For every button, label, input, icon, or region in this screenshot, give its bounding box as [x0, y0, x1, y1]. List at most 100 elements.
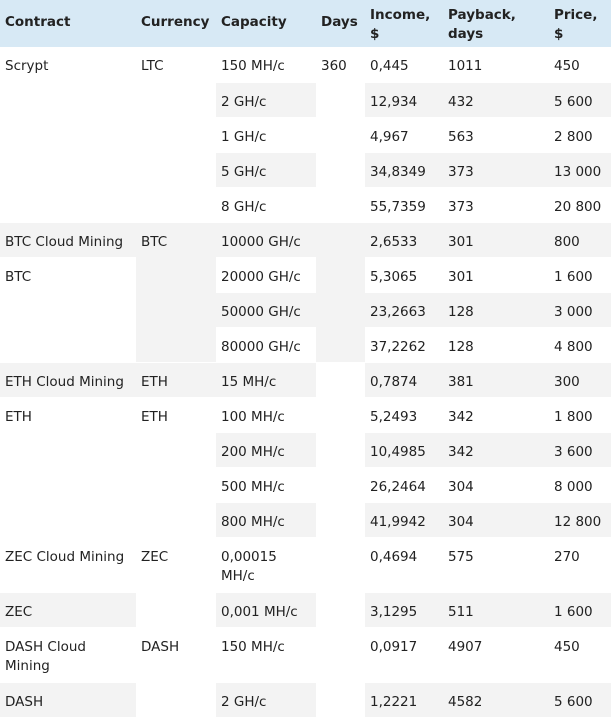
- cell-capacity: 10000 GH/c: [216, 222, 316, 258]
- cell-capacity: 50000 GH/c: [216, 292, 316, 328]
- cell-price: 8 000: [549, 467, 611, 503]
- cell-currency: ETH: [136, 397, 216, 538]
- table-row: DASH 2 GH/c 1,2221 4582 5 600: [0, 682, 611, 718]
- cell-payback: 128: [443, 292, 549, 328]
- table-row: 80000 GH/c 37,2262 128 4 800: [0, 327, 611, 363]
- table-row: 5 GH/c 34,8349 373 13 000: [0, 152, 611, 188]
- table-row: ETH ETH 100 MH/c 5,2493 342 1 800: [0, 397, 611, 538]
- cell-income: 26,2464: [365, 467, 443, 503]
- cell-capacity: 150 MH/c: [216, 627, 316, 683]
- cell-contract: Scrypt: [0, 47, 136, 223]
- table-row: ZEC Cloud Mining ZEC 0,00015 MH/c 0,4694…: [0, 537, 611, 628]
- cell-payback: 301: [443, 222, 549, 258]
- cell-income: 0,0917: [365, 627, 443, 683]
- cell-capacity: 800 MH/c: [216, 502, 316, 538]
- cell-capacity: 80000 GH/c: [216, 327, 316, 363]
- table-row: 1 GH/c 4,967 563 2 800: [0, 117, 611, 153]
- cell-payback: 373: [443, 152, 549, 188]
- cell-price: 3 000: [549, 292, 611, 328]
- cell-contract: ZEC Cloud Mining: [0, 537, 136, 593]
- cell-payback: 128: [443, 327, 549, 363]
- cell-price: 1 800: [549, 397, 611, 433]
- cell-payback: 4907: [443, 627, 549, 683]
- cell-capacity: 15 MH/c: [216, 362, 316, 398]
- cell-capacity: 2 GH/c: [216, 82, 316, 118]
- table-row: 500 MH/c 26,2464 304 8 000: [0, 467, 611, 503]
- cell-days: 360: [316, 47, 365, 223]
- cell-currency: ZEC: [136, 537, 216, 628]
- cell-payback: 304: [443, 467, 549, 503]
- cell-currency: ETH: [136, 362, 216, 398]
- header-row: Contract Currency Capacity Days Income, …: [0, 0, 611, 47]
- cell-contract: ETH Cloud Mining: [0, 362, 136, 398]
- cell-payback: 4582: [443, 682, 549, 718]
- cell-capacity: 1 GH/c: [216, 117, 316, 153]
- cell-price: 2 800: [549, 117, 611, 153]
- cell-price: 800: [549, 222, 611, 258]
- header-capacity: Capacity: [216, 0, 316, 47]
- cell-income: 55,7359: [365, 187, 443, 223]
- cell-payback: 511: [443, 592, 549, 628]
- cell-capacity: 2 GH/c: [216, 682, 316, 718]
- cell-days: [316, 537, 365, 628]
- table-row: 2 GH/c 12,934 432 5 600: [0, 82, 611, 118]
- cell-price: 300: [549, 362, 611, 398]
- cell-income: 12,934: [365, 82, 443, 118]
- cell-income: 10,4985: [365, 432, 443, 468]
- cell-income: 0,4694: [365, 537, 443, 593]
- cell-payback: 342: [443, 397, 549, 433]
- cell-price: 20 800: [549, 187, 611, 223]
- cell-currency: BTC: [136, 222, 216, 363]
- cell-price: 450: [549, 47, 611, 83]
- cell-income: 0,445: [365, 47, 443, 83]
- cell-capacity: 0,001 MH/c: [216, 592, 316, 628]
- table-row: ETH Cloud Mining ETH 15 MH/c 0,7874 381 …: [0, 362, 611, 538]
- cell-payback: 342: [443, 432, 549, 468]
- header-price: Price, $: [549, 0, 611, 47]
- cell-income: 23,2663: [365, 292, 443, 328]
- header-currency: Currency: [136, 0, 216, 47]
- table-row: 50000 GH/c 23,2663 128 3 000: [0, 292, 611, 328]
- cell-payback: 381: [443, 362, 549, 398]
- cell-capacity: 0,00015 MH/c: [216, 537, 316, 593]
- table-row: 200 MH/c 10,4985 342 3 600: [0, 432, 611, 468]
- cell-payback: 575: [443, 537, 549, 593]
- cell-days: [316, 222, 365, 363]
- cell-contract: BTC: [0, 257, 136, 363]
- cell-contract: ZEC: [0, 592, 136, 628]
- cell-contract: ETH: [0, 397, 136, 538]
- cell-contract: BTC Cloud Mining: [0, 222, 136, 258]
- cell-income: 1,2221: [365, 682, 443, 718]
- cell-price: 1 600: [549, 257, 611, 293]
- cell-price: 5 600: [549, 82, 611, 118]
- cell-currency: DASH: [136, 627, 216, 718]
- cell-contract: DASH Cloud Mining: [0, 627, 136, 683]
- cell-capacity: 20000 GH/c: [216, 257, 316, 293]
- cell-price: 1 600: [549, 592, 611, 628]
- cell-income: 4,967: [365, 117, 443, 153]
- cell-payback: 563: [443, 117, 549, 153]
- header-days: Days: [316, 0, 365, 47]
- table-row: BTC Cloud Mining BTC 10000 GH/c 2,6533 3…: [0, 222, 611, 363]
- cell-price: 450: [549, 627, 611, 683]
- cell-payback: 304: [443, 502, 549, 538]
- cell-days: [316, 627, 365, 718]
- cell-payback: 432: [443, 82, 549, 118]
- cell-price: 4 800: [549, 327, 611, 363]
- cell-capacity: 5 GH/c: [216, 152, 316, 188]
- cell-income: 5,3065: [365, 257, 443, 293]
- cell-capacity: 150 MH/c: [216, 47, 316, 83]
- cell-payback: 1011: [443, 47, 549, 83]
- cell-income: 0,7874: [365, 362, 443, 398]
- table-row: ZEC 0,001 MH/c 3,1295 511 1 600: [0, 592, 611, 628]
- cell-income: 5,2493: [365, 397, 443, 433]
- cell-price: 12 800: [549, 502, 611, 538]
- header-payback: Payback, days: [443, 0, 549, 47]
- cell-price: 13 000: [549, 152, 611, 188]
- cell-capacity: 200 MH/c: [216, 432, 316, 468]
- table-row: DASH Cloud Mining DASH 150 MH/c 0,0917 4…: [0, 627, 611, 718]
- cell-days: [316, 362, 365, 538]
- cell-income: 34,8349: [365, 152, 443, 188]
- cell-income: 37,2262: [365, 327, 443, 363]
